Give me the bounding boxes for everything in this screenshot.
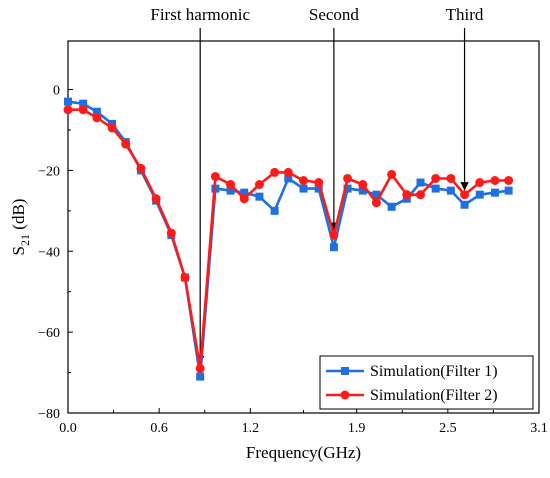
series-1-point [255, 192, 264, 201]
annotation-label: Second [309, 5, 360, 24]
series-1-point [372, 190, 381, 199]
series-1-point [64, 97, 72, 106]
series-1-point [490, 188, 499, 197]
y-axis-title-rest: (dB) [9, 199, 28, 234]
series-1-point [446, 186, 455, 195]
y-tick-label: −20 [38, 164, 60, 179]
series-2-point [151, 194, 161, 204]
series-2-point [358, 180, 368, 190]
series-2-point [460, 190, 470, 200]
series-2-point [195, 364, 205, 374]
legend-box [319, 355, 534, 410]
y-axis-title-base: S [9, 246, 28, 255]
series-2-point [63, 105, 73, 115]
series-2-point [254, 180, 264, 190]
y-tick-label: −80 [38, 407, 60, 422]
series-1-point [79, 99, 88, 108]
series-2-point [415, 190, 425, 200]
series-2-point [226, 180, 236, 190]
series-2-point [121, 139, 131, 149]
series-2-point [180, 273, 190, 283]
series-2-point [166, 228, 176, 238]
series-2-point [210, 171, 220, 181]
y-axis-title: S21 (dB) [9, 199, 32, 256]
legend-item: Simulation(Filter 2) [326, 387, 498, 404]
series-1-point [314, 184, 323, 193]
x-tick-label: 3.1 [530, 421, 548, 436]
y-tick-label: 0 [53, 84, 60, 99]
legend: Simulation(Filter 1) Simulation(Filter 2) [319, 355, 534, 410]
series-2-point [78, 105, 88, 115]
series-2-point [107, 123, 117, 133]
annotation-label: First harmonic [150, 5, 250, 24]
series-1-point [358, 186, 367, 195]
series-1-point [226, 186, 235, 195]
series-2-point [239, 194, 249, 204]
series-1-point [416, 178, 425, 187]
series-1-point [92, 107, 101, 116]
series-2-point [387, 169, 397, 179]
series-2-point [475, 178, 485, 188]
series-2-point [431, 173, 441, 183]
series-2-point [270, 167, 280, 177]
legend-swatch-marker [341, 367, 349, 375]
series-2-point [343, 173, 353, 183]
series-2-point [504, 176, 514, 185]
y-tick-label: −60 [38, 326, 60, 341]
series-2-point [402, 190, 412, 200]
series-1-point [270, 206, 279, 215]
series-2-point [299, 176, 308, 185]
legend-label: Simulation(Filter 2) [370, 387, 498, 404]
series-1-point [431, 184, 440, 193]
y-axis-title-sub: 21 [18, 234, 32, 246]
series-1-point [504, 186, 513, 195]
series-1-point [387, 202, 396, 211]
legend-label: Simulation(Filter 1) [370, 363, 498, 380]
x-tick-label: 1.2 [242, 421, 260, 436]
series-1-point [284, 174, 293, 183]
annotation-label: Third [446, 5, 484, 24]
series-1-point [240, 188, 249, 197]
series-1-point [475, 190, 484, 199]
series-1-line [67, 100, 509, 378]
annotation-layer: First harmonic Second Third [150, 5, 484, 365]
series-1-point [460, 200, 469, 209]
legend-swatch-marker [340, 390, 350, 400]
series-2-point [490, 176, 500, 185]
series-1-point [329, 243, 338, 252]
series-2-point [92, 113, 102, 123]
x-tick-label: 1.9 [348, 421, 366, 436]
series-2-point [329, 230, 339, 240]
series-2-point [314, 178, 324, 188]
legend-item: Simulation(Filter 1) [326, 363, 498, 380]
series-1-point [196, 372, 205, 381]
series-2-point [446, 173, 456, 183]
x-tick-label: 2.5 [439, 421, 457, 436]
series-layer [63, 97, 514, 381]
x-tick-label: 0.0 [59, 421, 77, 436]
series-1-point [343, 184, 352, 193]
x-tick-label: 0.6 [150, 421, 168, 436]
series-2 [63, 105, 514, 374]
series-1 [64, 97, 513, 381]
x-axis-title: Frequency(GHz) [246, 443, 361, 462]
axis-ticks: 0.0 0.6 1.2 1.9 2.5 3.1 0 −20 −40 −60 −80 [38, 84, 548, 436]
series-2-point [371, 198, 381, 208]
series-2-line [68, 108, 509, 370]
series-1-point [299, 184, 308, 193]
series-2-point [136, 163, 146, 173]
y-tick-label: −40 [38, 245, 60, 260]
series-2-point [283, 167, 293, 177]
